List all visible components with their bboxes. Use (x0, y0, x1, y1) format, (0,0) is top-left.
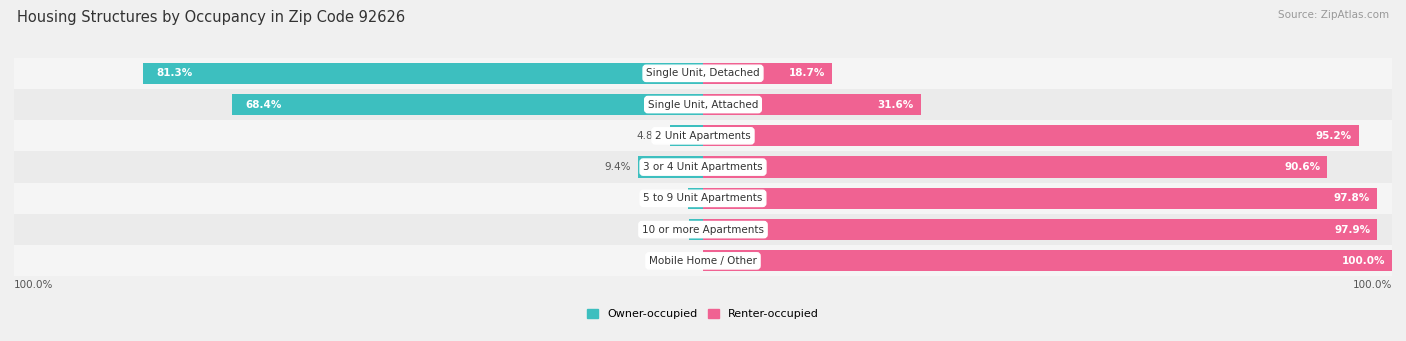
Bar (703, 219, 1378, 240)
Bar (703, 250, 1392, 271)
Legend: Owner-occupied, Renter-occupied: Owner-occupied, Renter-occupied (582, 304, 824, 324)
Text: Housing Structures by Occupancy in Zip Code 92626: Housing Structures by Occupancy in Zip C… (17, 10, 405, 25)
Bar (703, 63, 832, 84)
Bar (669, 125, 703, 147)
Text: 4.8%: 4.8% (637, 131, 664, 141)
Bar (703, 188, 1376, 209)
Text: 97.8%: 97.8% (1334, 193, 1369, 203)
Text: 68.4%: 68.4% (246, 100, 283, 109)
Text: 2.1%: 2.1% (655, 225, 682, 235)
Bar (143, 63, 703, 84)
Bar (14, 151, 1392, 183)
Text: 100.0%: 100.0% (1353, 280, 1392, 290)
Text: 9.4%: 9.4% (605, 162, 631, 172)
Text: Mobile Home / Other: Mobile Home / Other (650, 256, 756, 266)
Text: 31.6%: 31.6% (877, 100, 914, 109)
Bar (703, 94, 921, 115)
Text: Single Unit, Detached: Single Unit, Detached (647, 68, 759, 78)
Bar (14, 183, 1392, 214)
Text: 18.7%: 18.7% (789, 68, 825, 78)
Bar (688, 188, 703, 209)
Bar (14, 245, 1392, 277)
Text: 100.0%: 100.0% (14, 280, 53, 290)
Text: 0.0%: 0.0% (664, 256, 689, 266)
Text: Source: ZipAtlas.com: Source: ZipAtlas.com (1278, 10, 1389, 20)
Bar (232, 94, 703, 115)
Bar (14, 214, 1392, 245)
Bar (14, 120, 1392, 151)
Text: 90.6%: 90.6% (1284, 162, 1320, 172)
Text: Single Unit, Attached: Single Unit, Attached (648, 100, 758, 109)
Text: 2 Unit Apartments: 2 Unit Apartments (655, 131, 751, 141)
Bar (689, 219, 703, 240)
Text: 10 or more Apartments: 10 or more Apartments (643, 225, 763, 235)
Text: 5 to 9 Unit Apartments: 5 to 9 Unit Apartments (644, 193, 762, 203)
Text: 2.2%: 2.2% (654, 193, 681, 203)
Bar (703, 157, 1327, 178)
Bar (14, 58, 1392, 89)
Bar (703, 125, 1358, 147)
Text: 97.9%: 97.9% (1334, 225, 1371, 235)
Text: 95.2%: 95.2% (1316, 131, 1353, 141)
Text: 100.0%: 100.0% (1341, 256, 1385, 266)
Text: 3 or 4 Unit Apartments: 3 or 4 Unit Apartments (643, 162, 763, 172)
Bar (14, 89, 1392, 120)
Text: 81.3%: 81.3% (156, 68, 193, 78)
Bar (638, 157, 703, 178)
